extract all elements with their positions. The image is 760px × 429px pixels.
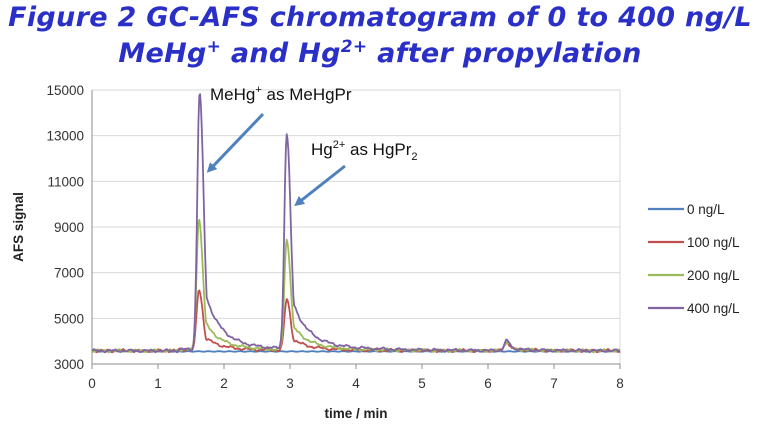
series-line-100-ng-l — [91, 289, 621, 354]
annotation-mehg-label: MeHg+ as MeHgPr — [210, 84, 352, 104]
annotation-hg-subscript: 2 — [411, 151, 417, 163]
y-tick-label-5000: 5000 — [54, 311, 84, 326]
x-axis-title: time / min — [324, 406, 387, 421]
legend-label-2: 200 ng/L — [687, 268, 740, 283]
annotations: MeHg+ as MeHgPr Hg2+ as HgPr2 — [206, 84, 418, 207]
annotation-hg-label: Hg2+ as HgPr2 — [311, 139, 418, 163]
y-tick-label-3000: 3000 — [54, 357, 84, 372]
title-after: after propylation — [367, 38, 642, 69]
x-tick-label-1: 1 — [154, 376, 162, 391]
annotation-mehg-rest: as MeHgPr — [262, 85, 352, 104]
gridlines — [92, 89, 621, 365]
legend-label-1: 100 ng/L — [687, 235, 740, 250]
x-tick-label-0: 0 — [88, 376, 96, 391]
y-tick-label-11000: 11000 — [47, 174, 84, 189]
annotation-hg-arrow — [294, 164, 346, 207]
y-tick-label-9000: 9000 — [54, 220, 84, 235]
legend-label-0: 0 ng/L — [687, 202, 725, 217]
title-mehg: MeHg — [118, 38, 207, 69]
y-tick-label-7000: 7000 — [54, 266, 84, 281]
x-tick-label-6: 6 — [484, 376, 492, 391]
annotation-hg-main: Hg — [311, 140, 333, 159]
annotation-hg-rest: as HgPr — [345, 140, 411, 159]
chart-title: Figure 2 GC-AFS chromatogram of 0 to 400… — [0, 0, 760, 72]
annotation-mehg-arrow — [206, 112, 265, 173]
x-tick-label-2: 2 — [220, 376, 228, 391]
title-and-hg: and Hg — [221, 38, 341, 69]
y-axis-title: AFS signal — [11, 192, 26, 262]
title-line-2: MeHg+ and Hg2+ after propylation — [0, 36, 760, 72]
x-tick-label-5: 5 — [418, 376, 426, 391]
x-tick-label-3: 3 — [286, 376, 294, 391]
annotation-hg-charge: 2+ — [333, 139, 346, 151]
annotation-mehg-charge: + — [255, 84, 261, 96]
axes: 3000 5000 7000 9000 11000 13000 15000 0 1 2 3 4 5 6 7 8… — [11, 83, 624, 421]
legend-label-3: 400 ng/L — [687, 301, 740, 316]
series-line-200-ng-l — [91, 218, 621, 354]
series-lines — [91, 93, 621, 354]
title-line-1: Figure 2 GC-AFS chromatogram of 0 to 400… — [8, 2, 752, 33]
annotation-mehg-main: MeHg — [210, 85, 255, 104]
y-tick-label-13000: 13000 — [46, 129, 84, 144]
x-tick-label-4: 4 — [352, 376, 360, 391]
title-mehg-charge: + — [206, 37, 222, 57]
x-tick-label-8: 8 — [616, 376, 624, 391]
y-tick-label-15000: 15000 — [46, 83, 84, 98]
series-line-400-ng-l — [91, 93, 621, 354]
legend: 0 ng/L 100 ng/L 200 ng/L 400 ng/L — [648, 202, 740, 316]
x-tick-label-7: 7 — [550, 376, 558, 391]
title-hg-charge: 2+ — [340, 37, 368, 57]
